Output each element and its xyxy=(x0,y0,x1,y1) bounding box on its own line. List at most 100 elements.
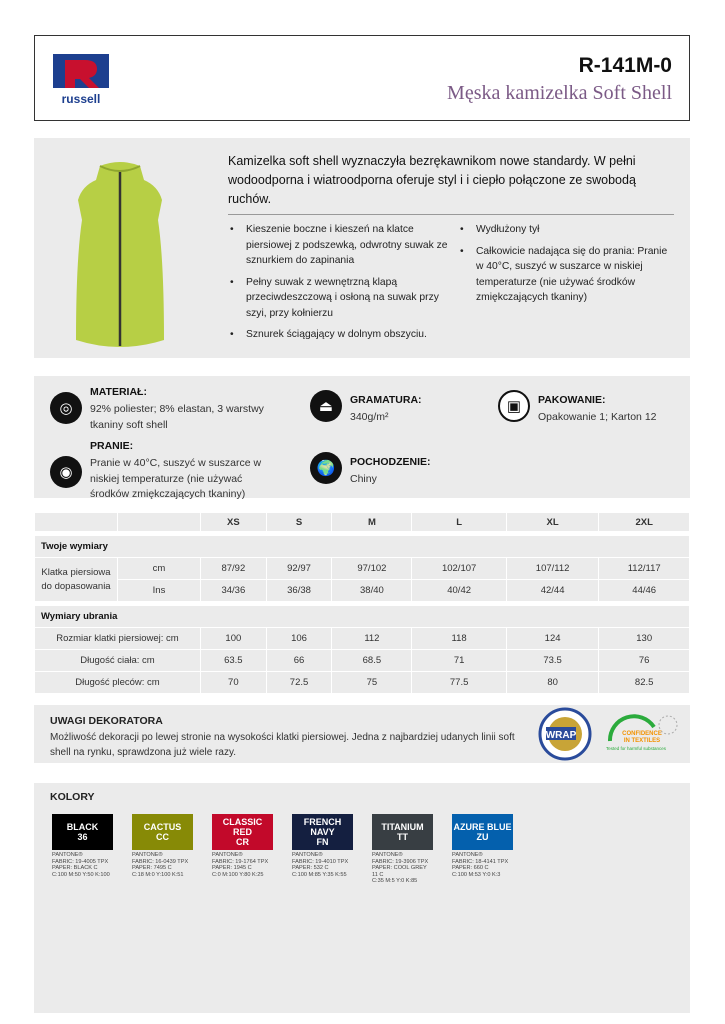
pantone-info: PANTONE® FABRIC: 19-4005 TPX PAPER: BLAC… xyxy=(52,852,110,878)
color-name: FRENCH NAVY FN xyxy=(292,814,353,850)
svg-text:WRAP: WRAP xyxy=(546,730,577,741)
washing-value: Pranie w 40°C, suszyć w suszarce w niski… xyxy=(90,457,262,500)
table-cell: 38/40 xyxy=(332,580,412,601)
table-cell: 118 xyxy=(412,628,506,649)
table-cell: 70 xyxy=(201,672,266,693)
color-swatch: FRENCH NAVY FN PANTONE® FABRIC: 19-4010 T… xyxy=(292,814,353,878)
table-cell: 130 xyxy=(599,628,689,649)
pantone-info: PANTONE® FABRIC: 18-4141 TPX PAPER: 660 … xyxy=(452,852,509,878)
table-cell: 100 xyxy=(201,628,266,649)
table-row: Wymiary ubrania xyxy=(35,606,689,627)
table-cell: 112 xyxy=(332,628,412,649)
divider xyxy=(228,214,674,215)
origin-label: POCHODZENIE: xyxy=(350,456,431,468)
packing-label: PAKOWANIE: xyxy=(538,394,606,406)
table-cell: 63.5 xyxy=(201,650,266,671)
header: russell R-141M-0 Męska kamizelka Soft Sh… xyxy=(34,35,690,121)
table-cell: 106 xyxy=(266,628,332,649)
pantone-info: PANTONE® FABRIC: 16-0439 TPX PAPER: 7495… xyxy=(132,852,189,878)
svg-text:russell: russell xyxy=(62,92,101,106)
color-swatch: CLASSIC RED CR PANTONE® FABRIC: 19-1764 T… xyxy=(212,814,273,878)
wrap-logo: WRAP xyxy=(538,707,592,761)
size-header: XS xyxy=(201,513,266,531)
oeko-tex-logo: CONFIDENCE IN TEXTILES Tested for harmfu… xyxy=(606,714,678,751)
color-name: BLACK 36 xyxy=(52,814,113,850)
table-cell: 40/42 xyxy=(412,580,506,601)
table-cell: cm xyxy=(118,558,200,579)
size-header: 2XL xyxy=(599,513,689,531)
table-cell: 124 xyxy=(506,628,599,649)
table-cell: 75 xyxy=(332,672,412,693)
table-cell: 97/102 xyxy=(332,558,412,579)
table-cell: 73.5 xyxy=(506,650,599,671)
svg-text:IN TEXTILES: IN TEXTILES xyxy=(624,738,660,744)
feature-item: Kieszenie boczne i kieszeń na klatce pie… xyxy=(228,222,448,269)
table-cell: 34/36 xyxy=(201,580,266,601)
color-name: AZURE BLUE ZU xyxy=(452,814,513,850)
table-cell: 77.5 xyxy=(412,672,506,693)
table-cell: Rozmiar klatki piersiowej: cm xyxy=(35,628,200,649)
size-header: M xyxy=(332,513,412,531)
features-right: Wydłużony tył Całkowicie nadająca się do… xyxy=(458,222,668,312)
product-code: R-141M-0 xyxy=(578,54,672,77)
product-title: Męska kamizelka Soft Shell xyxy=(447,82,672,104)
table-cell: Długość pleców: cm xyxy=(35,672,200,693)
table-cell xyxy=(35,532,689,535)
feature-item: Wydłużony tył xyxy=(458,222,668,238)
size-header: S xyxy=(266,513,332,531)
table-cell: 87/92 xyxy=(201,558,266,579)
feature-item: Pełny suwak z wewnętrzną klapą przeciwde… xyxy=(228,275,448,322)
weight-label: GRAMATURA: xyxy=(350,394,422,406)
table-cell: 68.5 xyxy=(332,650,412,671)
russell-logo: russell xyxy=(53,54,109,106)
table-cell xyxy=(35,513,117,531)
section-garment-measurements: Wymiary ubrania xyxy=(35,606,689,627)
color-swatch: AZURE BLUE ZU PANTONE® FABRIC: 18-4141 TP… xyxy=(452,814,513,878)
table-row: Klatka piersiowa do dopasowania cm 87/92 9… xyxy=(35,558,689,601)
table-row: Długość pleców: cm 70 72.5 75 77.5 80 82.5 xyxy=(35,672,689,693)
chest-fit-label: Klatka piersiowa do dopasowania xyxy=(35,558,117,601)
table-cell: 102/107 xyxy=(412,558,506,579)
feature-item: Całkowicie nadająca się do prania: Prani… xyxy=(458,244,668,306)
table-cell: Długość ciała: cm xyxy=(35,650,200,671)
table-row: Długość ciała: cm 63.5 66 68.5 71 73.5 76 xyxy=(35,650,689,671)
material-label: MATERIAŁ: xyxy=(90,386,147,398)
material-value: 92% poliester; 8% elastan, 3 warstwy tka… xyxy=(90,403,264,431)
pantone-info: PANTONE® FABRIC: 19-4010 TPX PAPER: 532 … xyxy=(292,852,349,878)
table-cell: Ins xyxy=(118,580,200,601)
table-cell: 92/97 xyxy=(266,558,332,579)
svg-text:CONFIDENCE: CONFIDENCE xyxy=(622,731,662,737)
washing-label: PRANIE: xyxy=(90,440,134,452)
table-cell: 80 xyxy=(506,672,599,693)
table-cell: 44/46 xyxy=(599,580,689,601)
color-name: TITANIUM TT xyxy=(372,814,433,850)
features-left: Kieszenie boczne i kieszeń na klatce pie… xyxy=(228,222,448,349)
table-row: Rozmiar klatki piersiowej: cm 100 106 112 11… xyxy=(35,628,689,649)
vest-image xyxy=(76,162,164,347)
colors-title: KOLORY xyxy=(50,791,95,803)
pantone-info: PANTONE® FABRIC: 19-1764 TPX PAPER: 1945… xyxy=(212,852,269,878)
washing-machine-icon: ◉ xyxy=(50,456,82,488)
weight-value: 340g/m² xyxy=(350,411,389,423)
colors-section: KOLORY BLACK 36 PANTONE® FABRIC: 19-4005 … xyxy=(34,783,690,1013)
table-cell: 107/112 xyxy=(506,558,599,579)
table-cell: 72.5 xyxy=(266,672,332,693)
table-row xyxy=(35,602,689,605)
decorator-text: Możliwość dekoracji po lewej stronie na … xyxy=(50,732,515,758)
size-header: L xyxy=(412,513,506,531)
decorator-section: UWAGI DEKORATORA Możliwość dekoracji po … xyxy=(34,705,690,763)
packing-value: Opakowanie 1; Karton 12 xyxy=(538,411,657,423)
size-header-row: XS S M L XL 2XL xyxy=(35,513,689,531)
table-cell xyxy=(35,602,689,605)
table-row: Twoje wymiary xyxy=(35,536,689,557)
svg-text:Tested for harmful substances: Tested for harmful substances xyxy=(606,746,667,751)
table-cell xyxy=(118,513,200,531)
table-cell: 42/44 xyxy=(506,580,599,601)
size-table: XS S M L XL 2XL Twoje wymiary Klatka piersiow… xyxy=(34,512,690,694)
decorator-title: UWAGI DEKORATORA xyxy=(50,715,163,727)
color-swatch: CACTUS CC PANTONE® FABRIC: 16-0439 TPX PA… xyxy=(132,814,193,878)
color-swatch: TITANIUM TT PANTONE® FABRIC: 19-3906 TPX … xyxy=(372,814,433,885)
product-section: Kamizelka soft shell wyznaczyła bezrękaw… xyxy=(34,138,690,358)
origin-value: Chiny xyxy=(350,473,377,485)
table-cell: 71 xyxy=(412,650,506,671)
